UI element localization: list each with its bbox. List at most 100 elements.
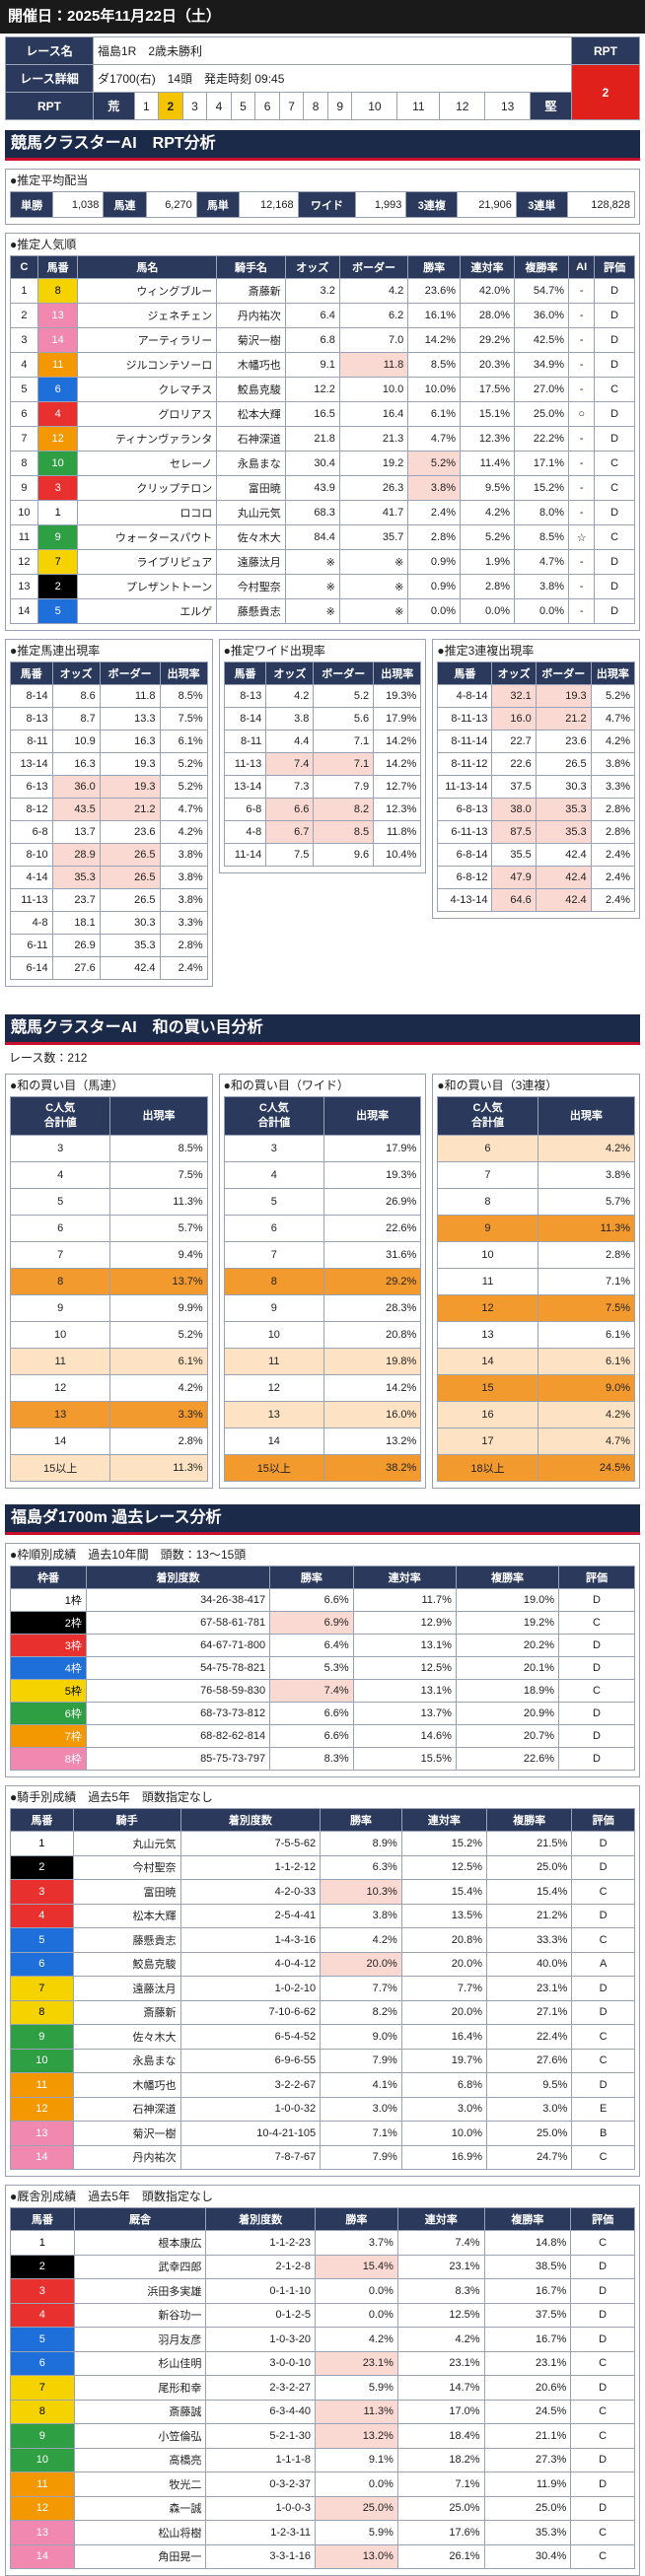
cell: D [594,327,635,353]
row: 11 7.1% [437,1268,636,1295]
cell: 6-8-14 [437,843,493,867]
cell: 7.1 [313,730,375,753]
cell: 3.8% [514,574,570,599]
cell: 0.0% [407,598,461,624]
cell: 6-11-13 [437,820,493,844]
data-table: 馬番 オッズ ボーダー 出現率 8-13 4.2 5.2 19.3% 8-14 3.8 5.6 17.… [223,661,422,867]
row: ●和の買い目（馬連） C人気 合計値 出現率 3 8.5% 4 7.5% 5 11.3% 6 5.7… [5,1074,641,1489]
cell: 12.3% [459,426,516,452]
cell: 11 [10,524,38,550]
cell: 5.2 [313,684,375,708]
cell: 8-11 [223,730,267,753]
cell: ライブリピュア [77,549,218,575]
cell: 6-8-13 [437,798,493,821]
row: 6-8 6.6 8.2 12.3% [223,798,422,821]
cell: D [570,2472,635,2497]
cell: 4.2% [537,1401,636,1428]
table-box: ●推定3連複出現率 馬番 オッズ ボーダー 出現率 4-8-14 32.1 19.3 5.2% 8… [432,639,641,919]
cell: 10 [223,1321,324,1349]
cell: ウォータースパウト [77,524,218,550]
race-detail: ダ1700(右) 14頭 発走時刻 09:45 [93,64,572,93]
row: 8 29.2% [223,1268,422,1295]
cell: 3枠 [10,1634,87,1657]
cell: 5.2% [407,451,461,476]
cell: D [594,401,635,427]
cell: 佐々木大 [216,524,286,550]
cell: 43.5 [51,798,101,821]
cell: 7 [10,1976,74,2001]
cell: 3.2 [284,278,340,304]
cell: D [570,2447,635,2472]
column-header: 評価 [570,2207,635,2231]
cell: 4.2 [338,278,409,304]
scale-cell: 10 [351,92,398,120]
cell: 1-0-3-20 [205,2327,316,2352]
cell: 5 [10,1927,74,1953]
column-header: 評価 [558,1566,635,1589]
box-title: ●厩舎別成績 過去5年 頭数指定なし [10,2190,213,2203]
cell: 8-11-14 [437,730,493,753]
cell: 16.3 [51,752,101,776]
cell: ☆ [568,524,596,550]
cell: 藤懸貴志 [216,598,286,624]
cell: 19.3% [373,684,422,708]
cell: 13 [223,1401,324,1428]
cell: 7.0 [338,327,409,353]
column-header: ボーダー [313,661,375,685]
row: 10 1 ロコロ 丸山元気 68.3 41.7 2.4% 4.2% 8.0% - D [10,500,635,525]
cell: 36.0% [514,303,570,328]
cell: 6 [10,401,38,427]
cell: 7.7% [400,1976,488,2001]
cell: 16.3 [99,730,161,753]
row: 8 13.7% [9,1268,208,1295]
payout-value: 1,038 [52,191,105,218]
cell: 13-14 [10,752,53,776]
cell: 遠藤汰月 [216,549,286,575]
cell: 14.2% [373,730,422,753]
table-box: ●和の買い目（3連複） C人気 合計値 出現率 6 4.2% 7 3.8% 8 5.7% 9 11.… [432,1074,641,1489]
cell: 21.2% [485,1903,573,1928]
cell: D [570,2327,635,2352]
cell: 16.7% [483,2278,572,2304]
row: 9 佐々木大 6-5-4-52 9.0% 16.4% 22.4% C [10,2024,635,2050]
cell: 6.6 [265,798,315,821]
row: 4 19.3% [223,1161,422,1189]
cell: 35.3 [535,820,592,844]
cell: D [571,1976,635,2001]
data-table: 馬番 騎手 着別度数 勝率 連対率 複勝率 評価 1 丸山元気 7-5-5-62 8.9% 15.2%… [10,1808,635,2170]
cell: 13.3 [99,707,161,731]
cell: 4-14 [10,866,53,889]
column-header: ボーダー [535,661,592,685]
row: 9 3 クリップテロン 富田暁 43.9 26.3 3.8% 9.5% 15.2% - C [10,475,635,501]
cell: 武幸四郎 [73,2254,207,2279]
cell: 22.6% [322,1215,422,1242]
cell: 18.2% [396,2447,485,2472]
column-header: C人気 合計値 [437,1096,538,1136]
cell: C [594,451,635,476]
cell: 2.4% [590,843,636,867]
cell: 0-3-2-37 [205,2472,316,2497]
row: 3 浜田多実雄 0-1-1-10 0.0% 8.3% 16.7% D [10,2278,635,2304]
cell: 26.5 [99,866,161,889]
column-header: 着別度数 [179,1808,322,1832]
row: 11 19.8% [223,1348,422,1375]
cell: 7-8-7-67 [179,2144,322,2170]
cell: 28.3% [322,1294,422,1322]
cell: 5.6 [313,707,375,731]
cell: 松本大輝 [72,1903,181,1928]
row: 6-11-13 87.5 35.3 2.8% [437,820,636,844]
cell: 12 [36,426,79,452]
label: レース名 [5,36,94,65]
cell: 1 [10,2230,75,2256]
cell: 3.8 [265,707,315,731]
cell: 41.7 [338,500,409,525]
payout-value: 1,993 [355,191,407,218]
cell: 6.3% [320,1854,402,1880]
cell: 11 [10,2072,74,2098]
column-header: オッズ [51,661,101,685]
row: 10 20.8% [223,1321,422,1349]
cell: 8-11 [10,730,53,753]
cell: 30.3 [99,911,161,935]
cell: 85-75-73-797 [85,1747,271,1771]
